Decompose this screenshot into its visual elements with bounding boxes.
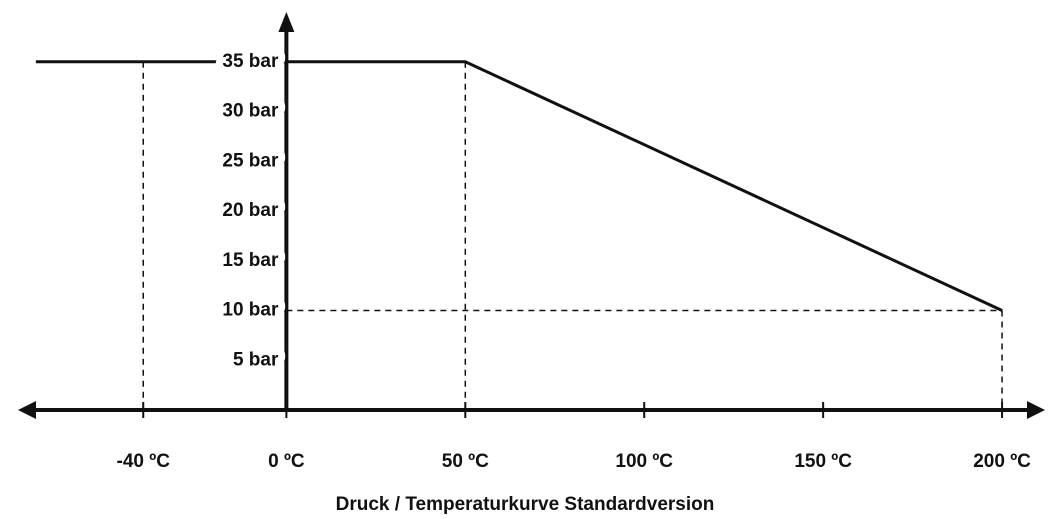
y-axis-arrow [278, 12, 295, 32]
y-tick-label: 25 bar [222, 150, 279, 171]
y-tick-label: 10 bar [222, 300, 279, 321]
data-line [35, 60, 1003, 312]
y-tick-label: 15 bar [222, 250, 279, 271]
chart-title: Druck / Temperaturkurve Standardversion [336, 494, 715, 515]
x-tick-label: -40 ºC [117, 451, 171, 472]
x-axis-arrow [1027, 401, 1045, 419]
x-tick-label: 100 ºC [615, 451, 673, 472]
x-tick-label: 200 ºC [973, 451, 1031, 472]
x-tick-label: 50 ºC [442, 451, 489, 472]
y-tick-label: 5 bar [233, 349, 279, 370]
y-tick-label: 20 bar [222, 200, 279, 221]
x-tick-label: 0 ºC [268, 451, 305, 472]
y-tick-label: 30 bar [222, 101, 279, 122]
y-tick-label: 35 bar [222, 51, 279, 72]
x-axis-arrow [18, 401, 36, 419]
x-tick-label: 150 ºC [794, 451, 852, 472]
